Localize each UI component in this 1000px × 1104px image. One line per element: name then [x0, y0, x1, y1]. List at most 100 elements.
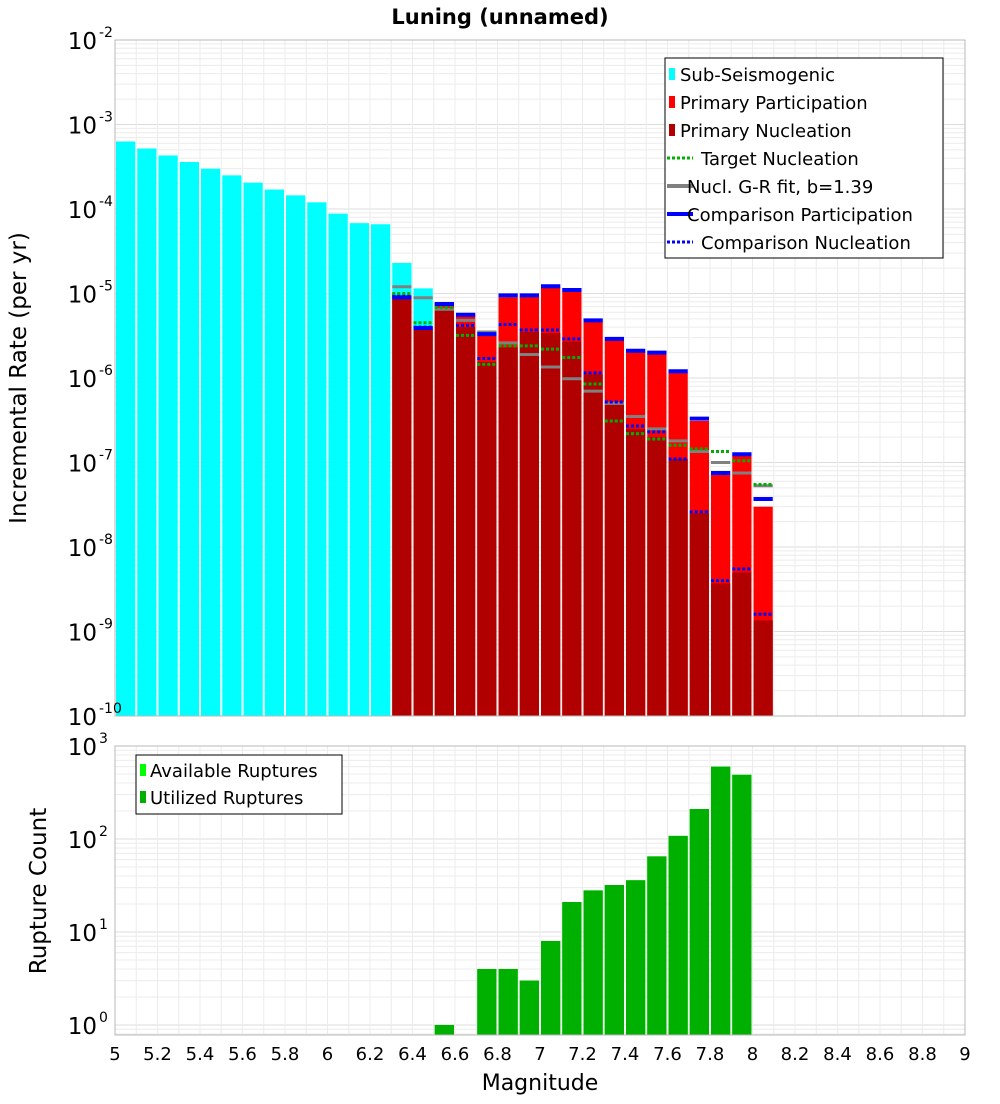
- bar-primary-nucleation-7.55: [647, 437, 667, 716]
- x-tick-label: 6.4: [398, 1044, 427, 1065]
- bar-sub-seismogenic-6.05: [328, 213, 348, 716]
- y-tick-base: 10: [68, 283, 97, 309]
- x-tick-label: 8.8: [908, 1044, 937, 1065]
- bar-sub-seismogenic-5.65: [243, 182, 263, 716]
- x-tick-label: 9: [959, 1044, 970, 1065]
- legend-label: Available Ruptures: [150, 761, 318, 782]
- y-tick-exponent: 2: [99, 824, 108, 840]
- bar-sub-seismogenic-5.35: [179, 161, 199, 716]
- legend-label: Comparison Nucleation: [701, 233, 911, 254]
- legend-label: Utilized Ruptures: [150, 788, 303, 809]
- bar-utilized-ruptures-6.55: [434, 1024, 454, 1035]
- y-tick-exponent: -5: [99, 279, 113, 295]
- legend-swatch: [140, 791, 146, 803]
- bar-utilized-ruptures-7.15: [562, 902, 582, 1035]
- bar-primary-nucleation-7.95: [732, 572, 752, 716]
- y-tick-exponent: 3: [99, 731, 108, 747]
- y-tick-exponent: -7: [99, 448, 113, 464]
- x-tick-label: 5.4: [186, 1044, 215, 1065]
- bar-utilized-ruptures-7.05: [541, 940, 561, 1035]
- y-tick-base: 10: [68, 1014, 97, 1040]
- x-tick-label: 5: [109, 1044, 120, 1065]
- bar-utilized-ruptures-7.45: [626, 880, 646, 1035]
- x-tick-label: 8.2: [781, 1044, 810, 1065]
- y-tick-label: 10 -4: [68, 194, 113, 224]
- bar-primary-nucleation-7.85: [711, 583, 731, 716]
- x-axis-label: Magnitude: [482, 1071, 599, 1096]
- top-plot-frame: [114, 39, 966, 717]
- legend-swatch: [140, 764, 146, 776]
- bar-primary-nucleation-7.75: [689, 513, 709, 716]
- top-legend-box: [664, 57, 944, 259]
- x-tick-label: 5.2: [143, 1044, 172, 1065]
- y-tick-label: 10 0: [68, 1010, 108, 1040]
- bar-sub-seismogenic-5.25: [158, 155, 178, 716]
- legend-label: Primary Participation: [680, 93, 868, 114]
- y-tick-base: 10: [68, 198, 97, 224]
- y-tick-label: 10 -10: [68, 701, 122, 731]
- y-tick-base: 10: [68, 621, 97, 647]
- chart-title: Luning (unnamed): [391, 5, 608, 29]
- bar-primary-nucleation-6.55: [434, 310, 454, 716]
- x-tick-label: 7.8: [696, 1044, 725, 1065]
- y-tick-label: 10 -6: [68, 363, 113, 393]
- bar-primary-nucleation-7.05: [541, 333, 561, 716]
- y-tick-exponent: 1: [99, 917, 108, 933]
- bar-primary-nucleation-6.45: [413, 329, 433, 716]
- y-tick-label: 10 3: [68, 731, 108, 761]
- y-tick-exponent: 0: [99, 1010, 108, 1026]
- legend-label: Primary Nucleation: [680, 121, 852, 142]
- x-tick-labels: 5 5.2 5.4 5.6 5.8 6 6.2 6.4 6.6 6.8 7 7.2 7.4 7.6 7.8 8…: [109, 1044, 970, 1065]
- bar-utilized-ruptures-7.55: [647, 856, 667, 1035]
- bar-primary-nucleation-6.95: [519, 332, 539, 716]
- bar-sub-seismogenic-5.55: [222, 175, 242, 716]
- y-tick-base: 10: [68, 828, 97, 854]
- x-tick-label: 7.4: [611, 1044, 640, 1065]
- y-tick-label: 10 1: [68, 917, 108, 947]
- bar-primary-nucleation-7.15: [562, 341, 582, 716]
- bar-primary-nucleation-6.75: [477, 361, 497, 716]
- bar-sub-seismogenic-5.45: [201, 168, 221, 717]
- bar-sub-seismogenic-6.25: [371, 224, 391, 716]
- y-tick-label: 10 -9: [68, 617, 113, 647]
- y-tick-base: 10: [68, 367, 97, 393]
- bar-utilized-ruptures-7.85: [711, 766, 731, 1035]
- y-tick-base: 10: [68, 452, 97, 478]
- x-tick-label: 7: [534, 1044, 545, 1065]
- x-tick-label: 5.6: [228, 1044, 257, 1065]
- x-tick-label: 7.6: [653, 1044, 682, 1065]
- bar-sub-seismogenic-5.75: [264, 189, 284, 716]
- y-tick-exponent: -4: [99, 194, 113, 210]
- bar-primary-nucleation-7.45: [626, 428, 646, 716]
- y-tick-base: 10: [68, 735, 97, 761]
- bar-primary-nucleation-6.35: [392, 297, 412, 716]
- x-tick-label: 6.6: [441, 1044, 470, 1065]
- y-tick-base: 10: [68, 29, 97, 55]
- bar-utilized-ruptures-7.75: [689, 809, 709, 1035]
- x-tick-label: 8: [747, 1044, 758, 1065]
- legend-label: Comparison Participation: [687, 205, 913, 226]
- bar-utilized-ruptures-6.95: [519, 980, 539, 1035]
- bar-primary-nucleation-7.25: [583, 374, 603, 716]
- legend-label: Target Nucleation: [700, 149, 859, 170]
- bar-primary-nucleation-7.35: [604, 404, 624, 716]
- x-tick-label: 6: [322, 1044, 333, 1065]
- bottom-legend-box: [135, 754, 343, 815]
- bar-utilized-ruptures-6.85: [498, 968, 518, 1035]
- bar-primary-nucleation-6.65: [456, 327, 476, 716]
- y-tick-base: 10: [68, 536, 97, 562]
- y-tick-exponent: -2: [99, 25, 113, 41]
- top-legend: Sub-Seismogenic Primary Participation Prim…: [664, 57, 944, 259]
- y-tick-base: 10: [68, 114, 97, 140]
- bottom-legend: Available Ruptures Utilized Ruptures: [135, 754, 343, 815]
- y-tick-exponent: -9: [99, 617, 113, 633]
- top-markers: [392, 284, 773, 616]
- bar-sub-seismogenic-5.95: [307, 202, 327, 716]
- bottom-bars: [434, 766, 752, 1035]
- y-tick-exponent: -10: [99, 701, 122, 717]
- y-tick-base: 10: [68, 705, 97, 731]
